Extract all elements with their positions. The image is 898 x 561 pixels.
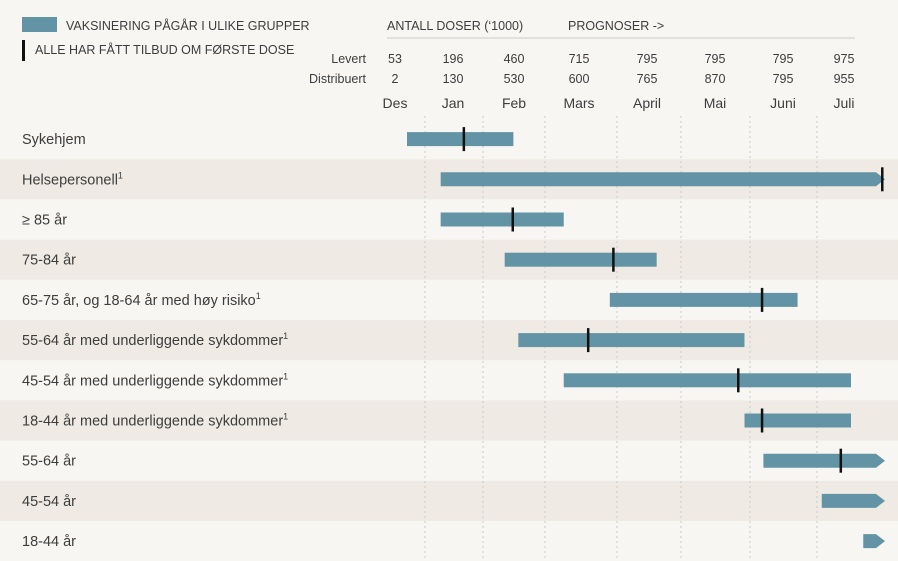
- legend-bar-swatch: [22, 17, 57, 32]
- month-label: Des: [383, 95, 408, 111]
- group-label: 18-44 år med underliggende sykdommer1: [22, 412, 288, 430]
- month-label: Mai: [704, 95, 727, 111]
- group-bar: [440, 212, 564, 227]
- dose-value: 795: [773, 52, 794, 66]
- group-bar: [863, 534, 885, 549]
- row-shade: [0, 320, 898, 361]
- first-dose-marker: [511, 207, 515, 232]
- group-bar: [518, 333, 745, 348]
- group-bar: [407, 132, 514, 147]
- dose-value: 795: [705, 52, 726, 66]
- row-shade: [0, 239, 898, 280]
- first-dose-markers: [462, 127, 884, 473]
- legend-marker-label: ALLE HAR FÅTT TILBUD OM FØRSTE DOSE: [35, 42, 294, 57]
- group-bar: [821, 493, 885, 508]
- first-dose-marker: [737, 368, 740, 393]
- first-dose-marker: [760, 287, 764, 312]
- dose-value: 955: [834, 72, 855, 86]
- group-label: 18-44 år: [22, 534, 76, 550]
- dose-values: 53 196 460 715 795 795 795 975 2 130 530 600 765 870 7…: [388, 52, 854, 86]
- month-label: Juli: [833, 95, 854, 111]
- group-label: Sykehjem: [22, 132, 86, 148]
- series-label-levert: Levert: [331, 52, 366, 66]
- month-label: April: [633, 95, 661, 111]
- dose-value: 870: [705, 72, 726, 86]
- first-dose-marker: [462, 127, 466, 152]
- first-dose-marker: [839, 448, 843, 473]
- row-shade: [0, 480, 898, 521]
- group-bar: [609, 292, 798, 307]
- series-label-distribuert: Distribuert: [309, 72, 366, 86]
- legend-bar-label: VAKSINERING PÅGÅR I ULIKE GRUPPER: [66, 18, 310, 33]
- group-labels: Sykehjem Helsepersonell1 ≥ 85 år 75-84 år 65…: [22, 132, 288, 550]
- group-bar: [744, 413, 851, 428]
- group-label: 55-64 år: [22, 454, 76, 470]
- group-label: 65-75 år, og 18-64 år med høy risiko1: [22, 291, 261, 309]
- month-labels: Des Jan Feb Mars April Mai Juni Juli: [383, 95, 855, 111]
- group-label: 45-54 år med underliggende sykdommer1: [22, 371, 288, 389]
- group-bar: [563, 373, 851, 388]
- first-dose-marker: [760, 408, 764, 433]
- doses-header: ANTALL DOSER (‘1000): [387, 19, 523, 33]
- dose-value: 795: [773, 72, 794, 86]
- group-bar: [504, 252, 657, 267]
- dose-value: 765: [637, 72, 658, 86]
- dose-value: 2: [392, 72, 399, 86]
- dose-value: 53: [388, 52, 402, 66]
- forecast-header: PROGNOSER ->: [568, 19, 664, 33]
- dose-value: 530: [504, 72, 525, 86]
- month-label: Feb: [502, 95, 526, 111]
- month-label: Juni: [770, 95, 796, 111]
- dose-value: 460: [504, 52, 525, 66]
- group-label: 75-84 år: [22, 253, 76, 269]
- group-bar: [440, 172, 885, 187]
- group-label: 45-54 år: [22, 494, 76, 510]
- dose-value: 130: [443, 72, 464, 86]
- group-label: Helsepersonell1: [22, 170, 123, 188]
- legend-marker-swatch: [22, 40, 25, 61]
- dose-value: 795: [637, 52, 658, 66]
- first-dose-marker: [612, 247, 615, 272]
- dose-value: 600: [569, 72, 590, 86]
- month-label: Mars: [563, 95, 594, 111]
- dose-value: 196: [443, 52, 464, 66]
- group-label: ≥ 85 år: [22, 213, 67, 229]
- month-gridlines: [424, 116, 818, 561]
- first-dose-marker: [586, 328, 590, 353]
- dose-value: 975: [834, 52, 855, 66]
- row-backgrounds: [0, 159, 898, 521]
- group-bar: [763, 453, 885, 468]
- month-label: Jan: [442, 95, 465, 111]
- group-bars: [407, 132, 885, 549]
- dose-value: 715: [569, 52, 590, 66]
- group-label: 55-64 år med underliggende sykdommer1: [22, 331, 288, 349]
- first-dose-marker: [881, 167, 884, 192]
